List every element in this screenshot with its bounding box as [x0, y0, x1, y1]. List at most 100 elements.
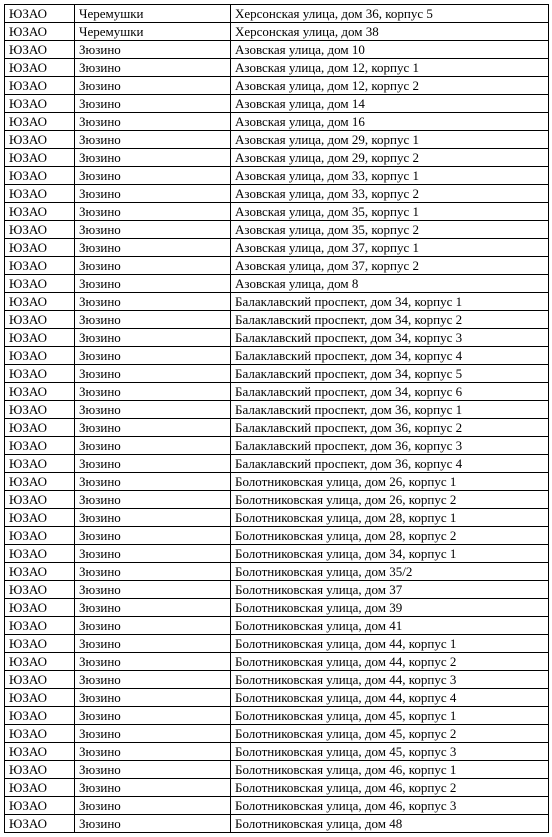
table-row: ЮЗАОЗюзиноБолотниковская улица, дом 26, … [5, 473, 549, 491]
district-cell: ЮЗАО [5, 77, 75, 95]
area-cell: Зюзино [75, 473, 231, 491]
table-row: ЮЗАОЗюзиноБолотниковская улица, дом 39 [5, 599, 549, 617]
table-body: ЮЗАОЧеремушкиХерсонская улица, дом 36, к… [5, 5, 549, 833]
table-row: ЮЗАОЗюзиноБолотниковская улица, дом 28, … [5, 527, 549, 545]
district-cell: ЮЗАО [5, 725, 75, 743]
district-cell: ЮЗАО [5, 653, 75, 671]
area-cell: Зюзино [75, 347, 231, 365]
table-row: ЮЗАОЗюзиноБолотниковская улица, дом 48 [5, 815, 549, 833]
address-cell: Болотниковская улица, дом 34, корпус 1 [231, 545, 549, 563]
address-cell: Балаклавский проспект, дом 36, корпус 4 [231, 455, 549, 473]
district-cell: ЮЗАО [5, 293, 75, 311]
district-cell: ЮЗАО [5, 617, 75, 635]
address-cell: Балаклавский проспект, дом 34, корпус 4 [231, 347, 549, 365]
table-row: ЮЗАОЗюзиноАзовская улица, дом 29, корпус… [5, 149, 549, 167]
table-row: ЮЗАОЗюзиноБолотниковская улица, дом 35/2 [5, 563, 549, 581]
district-cell: ЮЗАО [5, 383, 75, 401]
district-cell: ЮЗАО [5, 347, 75, 365]
area-cell: Зюзино [75, 581, 231, 599]
table-row: ЮЗАОЧеремушкиХерсонская улица, дом 36, к… [5, 5, 549, 23]
address-cell: Азовская улица, дом 37, корпус 1 [231, 239, 549, 257]
address-cell: Азовская улица, дом 16 [231, 113, 549, 131]
district-cell: ЮЗАО [5, 707, 75, 725]
table-row: ЮЗАОЗюзиноБолотниковская улица, дом 34, … [5, 545, 549, 563]
district-cell: ЮЗАО [5, 131, 75, 149]
address-cell: Болотниковская улица, дом 26, корпус 2 [231, 491, 549, 509]
area-cell: Зюзино [75, 41, 231, 59]
district-cell: ЮЗАО [5, 419, 75, 437]
table-row: ЮЗАОЗюзиноАзовская улица, дом 8 [5, 275, 549, 293]
table-row: ЮЗАОЗюзиноАзовская улица, дом 35, корпус… [5, 221, 549, 239]
table-row: ЮЗАОЗюзиноАзовская улица, дом 14 [5, 95, 549, 113]
table-row: ЮЗАОЗюзиноБолотниковская улица, дом 45, … [5, 743, 549, 761]
address-cell: Херсонская улица, дом 36, корпус 5 [231, 5, 549, 23]
table-row: ЮЗАОЗюзиноАзовская улица, дом 12, корпус… [5, 59, 549, 77]
district-cell: ЮЗАО [5, 689, 75, 707]
district-cell: ЮЗАО [5, 149, 75, 167]
district-cell: ЮЗАО [5, 563, 75, 581]
district-cell: ЮЗАО [5, 365, 75, 383]
table-row: ЮЗАОЗюзиноБалаклавский проспект, дом 36,… [5, 401, 549, 419]
area-cell: Зюзино [75, 113, 231, 131]
address-cell: Болотниковская улица, дом 28, корпус 1 [231, 509, 549, 527]
address-cell: Азовская улица, дом 37, корпус 2 [231, 257, 549, 275]
table-row: ЮЗАОЗюзиноАзовская улица, дом 29, корпус… [5, 131, 549, 149]
table-row: ЮЗАОЗюзиноБалаклавский проспект, дом 36,… [5, 419, 549, 437]
district-cell: ЮЗАО [5, 509, 75, 527]
area-cell: Зюзино [75, 761, 231, 779]
district-cell: ЮЗАО [5, 491, 75, 509]
district-cell: ЮЗАО [5, 815, 75, 833]
district-cell: ЮЗАО [5, 23, 75, 41]
area-cell: Зюзино [75, 815, 231, 833]
address-cell: Болотниковская улица, дом 48 [231, 815, 549, 833]
area-cell: Зюзино [75, 401, 231, 419]
area-cell: Зюзино [75, 275, 231, 293]
table-row: ЮЗАОЗюзиноАзовская улица, дом 35, корпус… [5, 203, 549, 221]
address-cell: Азовская улица, дом 12, корпус 2 [231, 77, 549, 95]
table-row: ЮЗАОЗюзиноБалаклавский проспект, дом 36,… [5, 437, 549, 455]
address-cell: Балаклавский проспект, дом 34, корпус 2 [231, 311, 549, 329]
address-cell: Балаклавский проспект, дом 34, корпус 1 [231, 293, 549, 311]
area-cell: Зюзино [75, 185, 231, 203]
address-cell: Балаклавский проспект, дом 34, корпус 6 [231, 383, 549, 401]
table-row: ЮЗАОЗюзиноБалаклавский проспект, дом 34,… [5, 383, 549, 401]
address-cell: Азовская улица, дом 10 [231, 41, 549, 59]
area-cell: Зюзино [75, 689, 231, 707]
address-cell: Болотниковская улица, дом 46, корпус 1 [231, 761, 549, 779]
table-row: ЮЗАОЗюзиноБолотниковская улица, дом 44, … [5, 689, 549, 707]
address-cell: Болотниковская улица, дом 44, корпус 2 [231, 653, 549, 671]
district-cell: ЮЗАО [5, 401, 75, 419]
district-cell: ЮЗАО [5, 239, 75, 257]
district-cell: ЮЗАО [5, 581, 75, 599]
area-cell: Зюзино [75, 365, 231, 383]
area-cell: Черемушки [75, 23, 231, 41]
table-row: ЮЗАОЗюзиноБолотниковская улица, дом 26, … [5, 491, 549, 509]
address-cell: Болотниковская улица, дом 44, корпус 3 [231, 671, 549, 689]
district-cell: ЮЗАО [5, 761, 75, 779]
address-cell: Болотниковская улица, дом 46, корпус 3 [231, 797, 549, 815]
area-cell: Зюзино [75, 59, 231, 77]
area-cell: Зюзино [75, 671, 231, 689]
address-cell: Болотниковская улица, дом 26, корпус 1 [231, 473, 549, 491]
district-cell: ЮЗАО [5, 203, 75, 221]
table-row: ЮЗАОЗюзиноБолотниковская улица, дом 41 [5, 617, 549, 635]
district-cell: ЮЗАО [5, 275, 75, 293]
area-cell: Зюзино [75, 383, 231, 401]
table-row: ЮЗАОЗюзиноАзовская улица, дом 33, корпус… [5, 167, 549, 185]
district-cell: ЮЗАО [5, 95, 75, 113]
table-row: ЮЗАОЗюзиноБалаклавский проспект, дом 34,… [5, 311, 549, 329]
area-cell: Зюзино [75, 797, 231, 815]
district-cell: ЮЗАО [5, 113, 75, 131]
district-cell: ЮЗАО [5, 437, 75, 455]
address-cell: Азовская улица, дом 8 [231, 275, 549, 293]
area-cell: Зюзино [75, 131, 231, 149]
address-cell: Азовская улица, дом 29, корпус 2 [231, 149, 549, 167]
district-cell: ЮЗАО [5, 599, 75, 617]
area-cell: Зюзино [75, 167, 231, 185]
district-cell: ЮЗАО [5, 635, 75, 653]
table-row: ЮЗАОЗюзиноБалаклавский проспект, дом 34,… [5, 365, 549, 383]
area-cell: Зюзино [75, 653, 231, 671]
table-row: ЮЗАОЗюзиноБолотниковская улица, дом 37 [5, 581, 549, 599]
area-cell: Зюзино [75, 221, 231, 239]
address-cell: Азовская улица, дом 35, корпус 2 [231, 221, 549, 239]
